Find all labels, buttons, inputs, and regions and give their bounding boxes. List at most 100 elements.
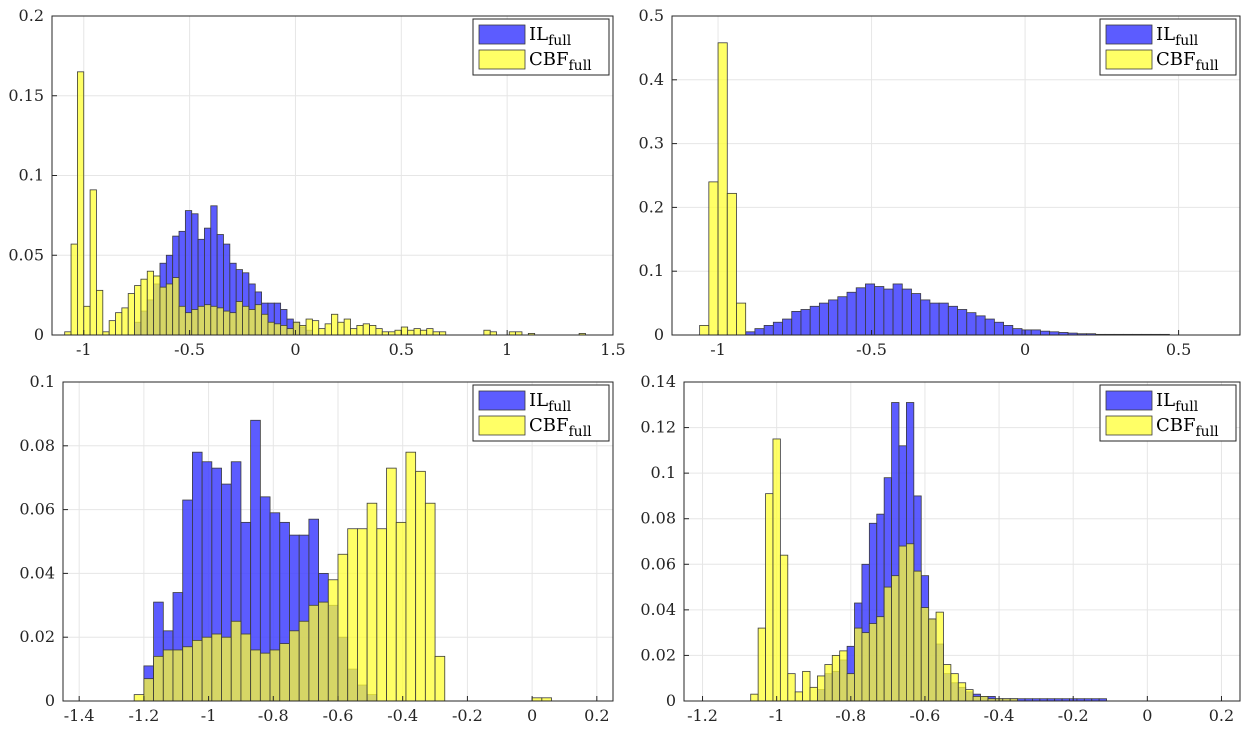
cbf-full-bar	[133, 694, 145, 702]
il-full-bar	[892, 283, 903, 336]
histogram-panel-bottom-right: -1.2 -1 -0.8 -0.6 -0.4 -0.2 0 0.2 0 0.02 0.04 0.06 0…	[627, 366, 1254, 733]
cbf-full-bar	[273, 323, 282, 336]
cbf-full-bar	[419, 329, 428, 336]
cbf-full-bar	[223, 310, 231, 336]
y-tick-label: 0.15	[8, 86, 44, 105]
legend-label-il: ILfull	[1156, 390, 1199, 415]
cbf-full-bar	[726, 192, 737, 336]
y-tick-label: 0.02	[640, 645, 676, 664]
cbf-full-bar	[162, 649, 174, 702]
x-tick-label: 0	[1142, 706, 1152, 725]
cbf-full-bar	[210, 305, 218, 336]
cbf-full-bar	[146, 270, 155, 336]
il-full-bar	[947, 305, 958, 336]
cbf-full-bar	[772, 438, 781, 702]
il-full-bar	[911, 293, 922, 336]
x-tick-label: -1	[769, 706, 785, 725]
cbf-full-bar	[221, 636, 232, 702]
cbf-full-bar	[965, 689, 974, 702]
histogram-panel-top-left: -1 -0.5 0 0.5 1 1.5 0 0.05 0.1 0.15 0.2 ILfull CBFfu…	[0, 0, 627, 366]
x-tick-label: -0.4	[984, 706, 1015, 725]
il-full-bar	[1012, 328, 1023, 336]
il-full-bar	[818, 302, 829, 336]
cbf-full-bar	[913, 570, 922, 702]
y-tick-label: 0.2	[639, 197, 664, 216]
il-full-bar	[883, 288, 894, 336]
legend-swatch-cbf	[1105, 415, 1153, 436]
cbf-full-bar	[802, 670, 811, 702]
x-tick-label: -0.5	[856, 340, 887, 359]
il-full-bar	[957, 309, 968, 336]
cbf-full-bar	[77, 71, 85, 336]
il-full-bar	[754, 328, 765, 336]
cbf-full-bar	[178, 305, 186, 336]
cbf-full-bar	[366, 502, 378, 702]
cbf-full-bar	[279, 643, 290, 702]
cbf-full-bar	[172, 649, 184, 702]
cbf-full-bar	[407, 329, 415, 336]
y-tick-label: 0.02	[19, 627, 55, 646]
x-tick-label: 1.5	[600, 340, 625, 359]
cbf-full-bar	[434, 655, 446, 702]
cbf-full-bar	[779, 554, 789, 702]
x-tick-label: 0	[290, 340, 300, 359]
cbf-full-bar	[248, 309, 256, 336]
cbf-full-bar	[876, 616, 885, 702]
cbf-full-bar	[204, 304, 212, 336]
il-full-bar	[837, 296, 848, 336]
cbf-full-bar	[115, 312, 123, 336]
cbf-full-bar	[405, 451, 417, 702]
il-full-bar	[1003, 325, 1014, 336]
y-tick-label: 0	[666, 691, 676, 710]
histogram-panel-bottom-left: -1.4 -1.2 -1 -0.8 -0.6 -0.4 -0.2 0 0.2 0 0.02 0.04 0…	[0, 366, 627, 733]
y-tick-label: 0.04	[640, 600, 676, 619]
bars	[699, 42, 1170, 336]
x-tick-label: 0.5	[1166, 340, 1191, 359]
y-tick-label: 0.1	[651, 463, 676, 482]
cbf-full-bar	[943, 664, 952, 702]
cbf-full-bar	[165, 283, 174, 336]
x-tick-label: 0.5	[389, 340, 414, 359]
x-tick-label: -0.4	[387, 706, 418, 725]
x-tick-label: 1	[502, 340, 512, 359]
x-tick-label: 0.2	[1209, 706, 1234, 725]
cbf-full-bar	[736, 302, 747, 336]
legend-label-cbf: CBFfull	[529, 49, 592, 74]
il-full-bar	[966, 312, 977, 336]
histogram-svg: -1 -0.5 0 0.5 1 1.5 0 0.05 0.1 0.15 0.2 ILfullCBFfu…	[8, 6, 625, 359]
x-tick-label: -0.2	[1058, 706, 1089, 725]
il-full-bar	[1030, 329, 1041, 336]
cbf-full-bar	[839, 650, 848, 702]
cbf-full-bar	[192, 639, 203, 702]
cbf-full-bar	[905, 543, 915, 702]
y-tick-label: 0.06	[640, 554, 676, 573]
il-full-bar	[984, 318, 995, 336]
cbf-full-bar	[891, 575, 900, 702]
cbf-full-bar	[305, 318, 313, 336]
x-tick-label: -0.8	[258, 706, 289, 725]
cbf-full-bar	[362, 323, 370, 336]
cbf-full-bar	[717, 42, 728, 336]
cbf-full-bar	[413, 328, 421, 336]
cbf-full-bar	[269, 649, 281, 702]
il-full-bar	[782, 318, 793, 336]
cbf-full-bar	[343, 318, 351, 336]
y-tick-label: 0.06	[19, 500, 55, 519]
x-tick-label: -1	[201, 706, 217, 725]
cbf-full-bar	[299, 325, 307, 336]
legend-swatch-il	[1105, 390, 1153, 411]
cbf-full-bar	[699, 325, 710, 336]
cbf-full-bar	[765, 493, 774, 702]
x-tick-label: -1	[710, 340, 726, 359]
cbf-full-bar	[286, 328, 294, 336]
cbf-full-bar	[817, 675, 826, 702]
y-tick-label: 0.2	[19, 6, 44, 25]
cbf-full-bar	[400, 326, 409, 336]
legend-label-cbf: CBFfull	[529, 415, 592, 440]
legend-label-il: ILfull	[1156, 24, 1199, 49]
cbf-full-bar	[426, 328, 434, 336]
cbf-full-bar	[143, 678, 154, 702]
cbf-full-bar	[242, 305, 250, 336]
